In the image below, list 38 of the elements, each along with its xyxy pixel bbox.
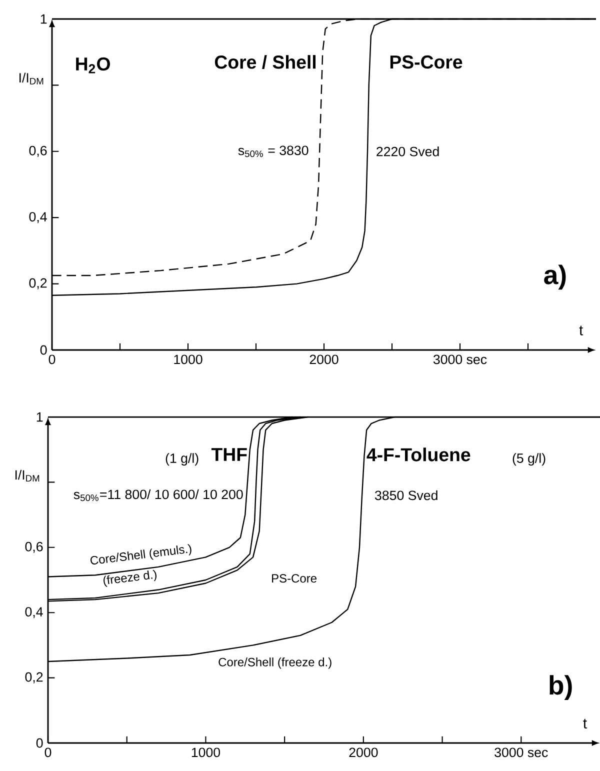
annotation: H$_{2}$O — [76, 57, 110, 74]
x-axis-title: t — [583, 718, 587, 728]
y-tick-label: 0,4 — [25, 607, 43, 618]
y-tick-label: 1 — [40, 14, 47, 24]
y-tick-label: 0,6 — [25, 542, 43, 553]
annotation: (1 g/l) — [166, 453, 198, 466]
text: Core/Shell (emuls.) — [90, 544, 192, 564]
annotation: 2220 Sved — [376, 146, 439, 156]
annotation: 4-F-Toluene — [366, 448, 470, 462]
x-tick-label: 3000 sec — [494, 748, 548, 758]
annotation: 3850 Sved — [374, 490, 438, 500]
annotation: (5 g/l) — [512, 453, 546, 466]
y-tick-label: 0,2 — [25, 672, 43, 684]
annotation: s$_{50%}$ = 3830 — [238, 146, 308, 158]
y-tick-label: 0,6 — [29, 146, 47, 157]
y-tick-label: 0 — [40, 345, 47, 355]
series-label: Core / Shell — [214, 55, 316, 69]
x-tick-label: 1000 — [192, 748, 220, 758]
x-axis-title: t — [579, 326, 584, 336]
text: PS-Core — [272, 574, 317, 583]
x-tick-label: 1000 — [174, 354, 202, 364]
x-tick-label: 3000 sec — [433, 354, 487, 364]
series-label: Core/Shell (freeze d.) — [218, 658, 332, 669]
x-tick-label: 2000 — [349, 748, 378, 758]
y-tick-label: 0 — [36, 738, 43, 748]
annotation: THF — [211, 448, 247, 461]
text: a) — [544, 264, 566, 290]
y-tick-label: 0,4 — [29, 212, 47, 224]
text: (freeze d.) — [104, 570, 156, 587]
text: b) — [550, 675, 572, 700]
annotation: s$_{50%}$=11 800/ 10 600/ 10 200 — [74, 489, 243, 502]
y-axis-title: I/I$_{DM}$ — [15, 470, 40, 482]
x-tick-label: 2000 — [310, 354, 338, 364]
x-tick-label: 0 — [48, 354, 56, 364]
series-label: PS-Core — [390, 55, 462, 69]
y-axis-title: I/I$_{DM}$ — [20, 72, 44, 84]
y-tick-label: 0,2 — [29, 278, 47, 290]
y-tick-label: 1 — [36, 412, 43, 422]
